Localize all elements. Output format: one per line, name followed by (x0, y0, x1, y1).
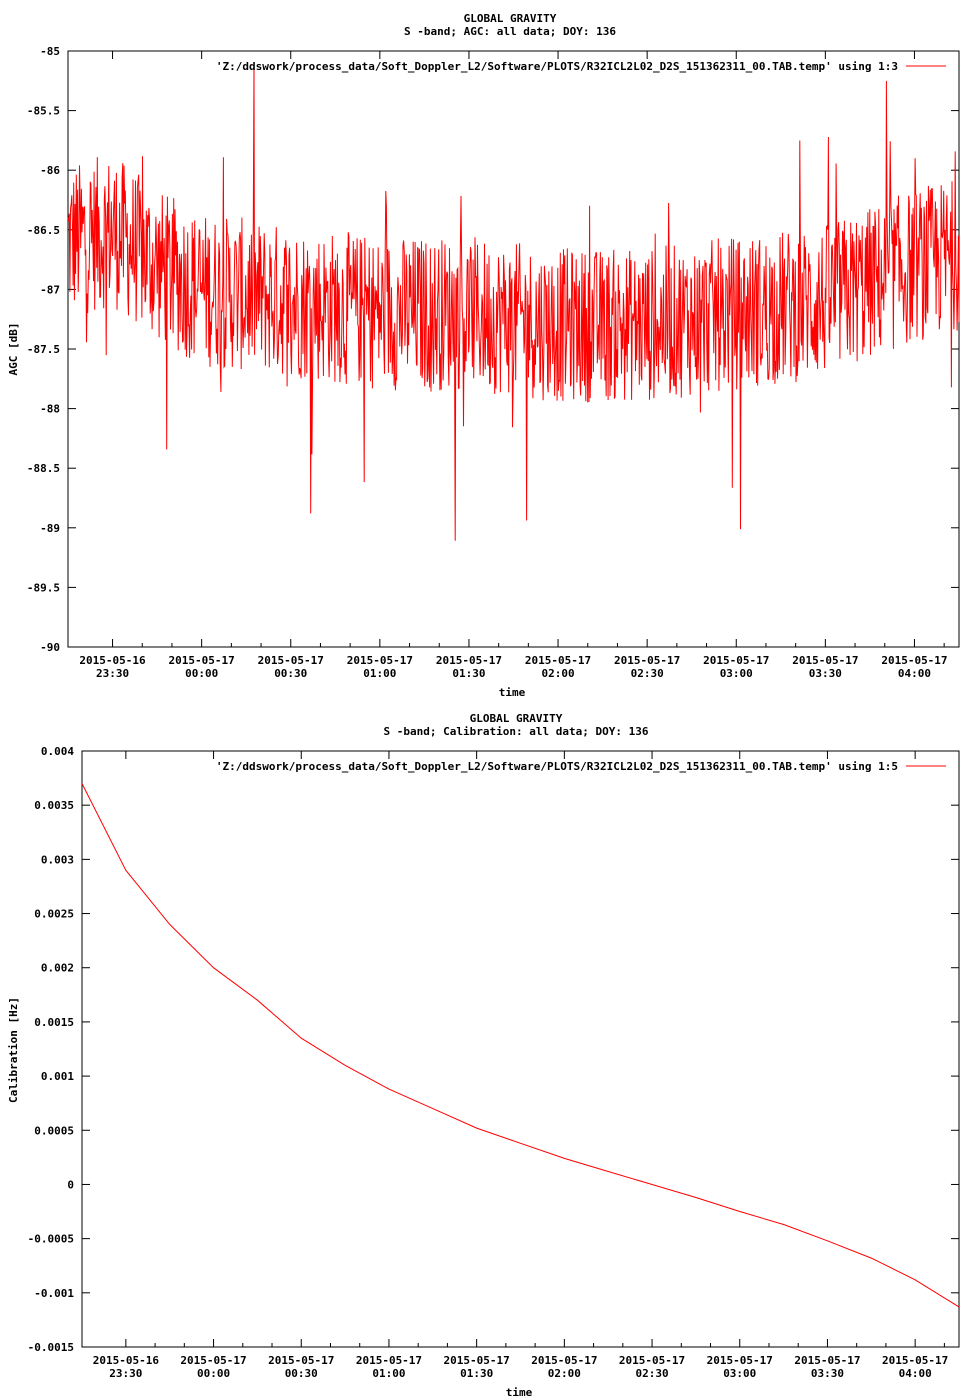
chart1-series-line (67, 62, 960, 541)
x-tick-date: 2015-05-17 (614, 654, 680, 667)
y-tick-label: 0.002 (41, 962, 74, 975)
x-tick-time: 00:00 (185, 667, 218, 680)
x-tick-date: 2015-05-17 (792, 654, 858, 667)
x-tick-date: 2015-05-17 (794, 1354, 860, 1367)
x-tick-time: 04:00 (899, 1367, 932, 1380)
x-tick-date: 2015-05-17 (619, 1354, 685, 1367)
x-tick-time: 04:00 (898, 667, 931, 680)
agc-chart: GLOBAL GRAVITY S -band; AGC: all data; D… (7, 12, 960, 699)
y-tick-label: -85 (40, 45, 60, 58)
y-tick-label: -88.5 (27, 462, 60, 475)
y-tick-label: 0.0025 (34, 908, 74, 921)
x-tick-time: 02:30 (635, 1367, 668, 1380)
x-tick-time: 01:00 (363, 667, 396, 680)
x-tick-date: 2015-05-17 (707, 1354, 773, 1367)
y-tick-label: -87 (40, 283, 60, 296)
y-tick-label: -0.0005 (28, 1233, 74, 1246)
chart2-title-line2: S -band; Calibration: all data; DOY: 136 (384, 725, 649, 738)
y-tick-label: 0.001 (41, 1070, 74, 1083)
chart2-x-label: time (506, 1386, 533, 1399)
x-tick-date: 2015-05-17 (436, 654, 502, 667)
x-tick-date: 2015-05-17 (703, 654, 769, 667)
chart1-x-ticks: 2015-05-1623:302015-05-1700:002015-05-17… (79, 51, 948, 680)
chart1-legend-label: 'Z:/ddswork/process_data/Soft_Doppler_L2… (216, 60, 898, 73)
x-tick-date: 2015-05-16 (79, 654, 146, 667)
x-tick-date: 2015-05-17 (180, 1354, 246, 1367)
chart2-y-label: Calibration [Hz] (7, 997, 20, 1103)
y-tick-label: -86.5 (27, 224, 60, 237)
x-tick-date: 2015-05-17 (356, 1354, 422, 1367)
x-tick-date: 2015-05-17 (268, 1354, 334, 1367)
x-tick-date: 2015-05-17 (881, 654, 947, 667)
x-tick-date: 2015-05-17 (444, 1354, 510, 1367)
chart2-x-ticks: 2015-05-1623:302015-05-1700:002015-05-17… (93, 751, 948, 1380)
x-tick-time: 02:00 (541, 667, 574, 680)
chart2-plot-frame (81, 750, 960, 1348)
chart2-legend-label: 'Z:/ddswork/process_data/Soft_Doppler_L2… (216, 760, 898, 773)
x-tick-time: 02:30 (631, 667, 664, 680)
x-tick-time: 01:30 (460, 1367, 493, 1380)
y-tick-label: -88 (40, 403, 60, 416)
x-tick-date: 2015-05-16 (93, 1354, 160, 1367)
chart1-x-label: time (499, 686, 526, 699)
y-tick-label: 0.0015 (34, 1016, 74, 1029)
chart1-title-line2: S -band; AGC: all data; DOY: 136 (404, 25, 616, 38)
chart2-title-line1: GLOBAL GRAVITY (470, 712, 563, 725)
y-tick-label: 0.003 (41, 853, 74, 866)
x-tick-time: 00:00 (197, 1367, 230, 1380)
x-tick-date: 2015-05-17 (347, 654, 413, 667)
x-tick-time: 23:30 (109, 1367, 142, 1380)
chart1-y-label: AGC [dB] (7, 323, 20, 376)
x-tick-date: 2015-05-17 (525, 654, 591, 667)
x-tick-date: 2015-05-17 (258, 654, 324, 667)
x-tick-time: 01:30 (452, 667, 485, 680)
chart2-y-ticks: 0.004 0.0035 0.003 0.0025 0.002 0.0015 0.001 0.… (28, 745, 959, 1354)
x-tick-time: 03:30 (809, 667, 842, 680)
x-tick-time: 03:00 (723, 1367, 756, 1380)
y-tick-label: -90 (40, 641, 60, 654)
y-tick-label: -85.5 (27, 105, 60, 118)
y-tick-label: -89.5 (27, 581, 60, 594)
chart2-series-line (81, 783, 960, 1308)
x-tick-time: 00:30 (274, 667, 307, 680)
x-tick-time: 01:00 (372, 1367, 405, 1380)
chart1-title-line1: GLOBAL GRAVITY (464, 12, 557, 25)
x-tick-time: 23:30 (96, 667, 129, 680)
x-tick-time: 02:00 (548, 1367, 581, 1380)
x-tick-time: 03:30 (811, 1367, 844, 1380)
x-tick-time: 03:00 (720, 667, 753, 680)
x-tick-date: 2015-05-17 (882, 1354, 948, 1367)
y-tick-label: 0.0005 (34, 1124, 74, 1137)
y-tick-label: -0.0015 (28, 1341, 74, 1354)
calibration-chart: GLOBAL GRAVITY S -band; Calibration: all… (7, 712, 960, 1399)
x-tick-time: 00:30 (285, 1367, 318, 1380)
y-tick-label: -87.5 (27, 343, 60, 356)
y-tick-label: -89 (40, 522, 60, 535)
y-tick-label: -86 (40, 164, 60, 177)
x-tick-date: 2015-05-17 (531, 1354, 597, 1367)
y-tick-label: 0.0035 (34, 799, 74, 812)
y-tick-label: -0.001 (34, 1287, 74, 1300)
y-tick-label: 0 (67, 1178, 74, 1191)
y-tick-label: 0.004 (41, 745, 74, 758)
x-tick-date: 2015-05-17 (169, 654, 235, 667)
